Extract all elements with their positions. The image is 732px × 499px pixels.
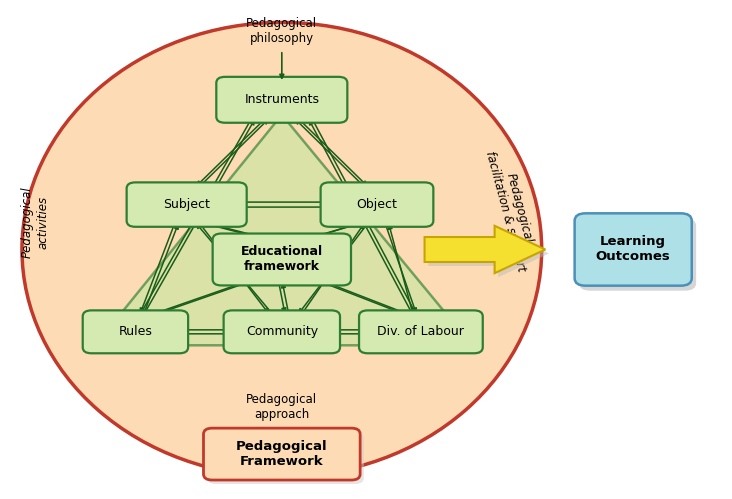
Text: Educational
framework: Educational framework [241, 246, 323, 273]
FancyBboxPatch shape [575, 214, 692, 285]
FancyBboxPatch shape [127, 183, 247, 227]
FancyBboxPatch shape [212, 234, 351, 285]
Text: Pedagogical
facilitation & support: Pedagogical facilitation & support [483, 146, 542, 273]
Text: Learning
Outcomes: Learning Outcomes [596, 236, 671, 263]
Text: Pedagogical
philosophy: Pedagogical philosophy [246, 17, 318, 45]
Ellipse shape [22, 22, 542, 477]
FancyBboxPatch shape [207, 432, 364, 484]
FancyBboxPatch shape [359, 310, 483, 353]
FancyBboxPatch shape [579, 219, 696, 290]
Polygon shape [425, 226, 545, 273]
FancyBboxPatch shape [83, 310, 188, 353]
Text: Object: Object [356, 198, 397, 211]
Text: Rules: Rules [119, 325, 152, 338]
Polygon shape [428, 230, 549, 277]
Text: Div. of Labour: Div. of Labour [378, 325, 464, 338]
FancyBboxPatch shape [203, 428, 360, 480]
Text: Subject: Subject [163, 198, 210, 211]
Text: Pedagogical
activities: Pedagogical activities [21, 186, 49, 258]
FancyBboxPatch shape [217, 77, 347, 123]
Text: Community: Community [246, 325, 318, 338]
Polygon shape [95, 115, 472, 345]
Text: Instruments: Instruments [244, 93, 319, 106]
FancyBboxPatch shape [321, 183, 433, 227]
FancyBboxPatch shape [224, 310, 340, 353]
Text: Pedagogical
approach: Pedagogical approach [246, 393, 318, 421]
Text: Pedagogical
Framework: Pedagogical Framework [236, 440, 328, 468]
